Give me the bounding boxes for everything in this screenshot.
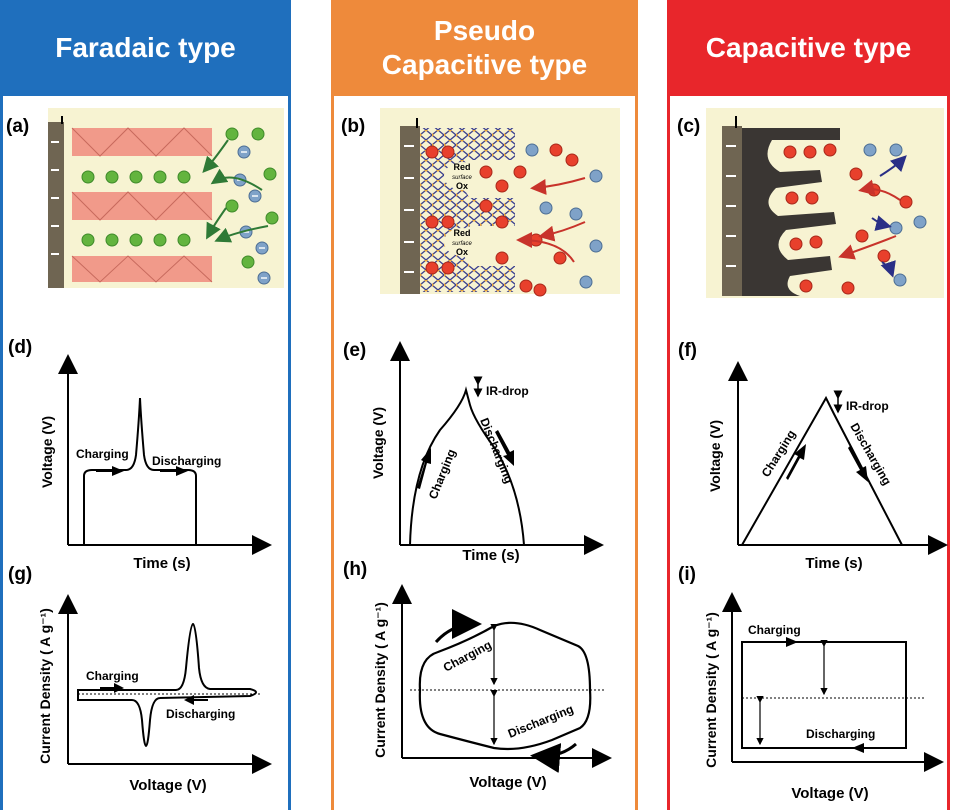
panel-label-i: (i): [678, 564, 696, 585]
h-bottom-arrow: [530, 742, 577, 773]
red-label-1: Red: [453, 162, 470, 172]
electrode-current-collector: [48, 122, 64, 288]
li-ions: [81, 127, 279, 269]
h-y-label: Current Density ( A g⁻¹): [372, 602, 388, 758]
i-discharging-label: Discharging: [806, 727, 875, 741]
f-y-label: Voltage (V): [707, 420, 723, 492]
anions-c: [863, 143, 927, 287]
d-discharging-arrow: [160, 466, 188, 476]
panel-a-schematic: (a): [6, 108, 284, 288]
ox-label-1: Ox: [456, 181, 468, 191]
h-top-arrow: [434, 609, 482, 644]
panel-label-c: (c): [677, 116, 700, 137]
panel-label-a: (a): [6, 116, 29, 137]
g-cv-curve: [77, 622, 257, 748]
cations-c: [783, 143, 913, 295]
panel-e-chart: (e) Voltage (V) Time (s) Charging Discha…: [343, 340, 604, 564]
panel-b-schematic: (b) Red surface Ox Red surface Ox: [341, 108, 620, 297]
i-discharging-arrow: [852, 743, 880, 753]
g-charging-label: Charging: [86, 669, 139, 683]
e-y-label: Voltage (V): [370, 407, 386, 479]
g-discharging-arrow: [184, 695, 208, 705]
pseudocapacitive-header: Pseudo Capacitive type: [334, 0, 635, 96]
e-discharging-label: Discharging: [477, 416, 516, 486]
e-discharging-arrow: [495, 430, 514, 466]
e-x-label: Time (s): [462, 547, 519, 564]
f-gcd-curve: [741, 395, 903, 546]
i-x-label: Voltage (V): [791, 785, 868, 802]
g-y-label: Current Density ( A g⁻¹): [37, 608, 53, 764]
panel-label-e: (e): [343, 340, 366, 361]
surface-label-2: surface: [452, 241, 472, 247]
panel-c-schematic: (c): [677, 108, 944, 298]
d-discharging-label: Discharging: [152, 454, 221, 468]
pseudocapacitive-column: Pseudo Capacitive type: [331, 0, 638, 810]
capacitive-column: Capacitive type: [667, 0, 950, 810]
panel-f-chart: (f) Voltage (V) Time (s) Charging Discha…: [678, 340, 948, 572]
pseudocapacitive-title: Pseudo Capacitive type: [381, 15, 588, 80]
ox-label-2: Ox: [456, 247, 468, 257]
panel-label-d: (d): [8, 337, 32, 358]
panel-label-g: (g): [8, 564, 32, 585]
electrode-c: [722, 126, 742, 296]
d-charging-arrow: [96, 466, 124, 476]
h-charging-label: Charging: [441, 638, 494, 675]
d-gcd-curve: [83, 397, 197, 545]
e-charging-arrow: [417, 448, 431, 489]
g-x-label: Voltage (V): [129, 777, 206, 794]
e-gcd-curve: [409, 386, 525, 546]
g-charging-arrow: [100, 683, 124, 693]
f-charging-label: Charging: [759, 428, 799, 480]
g-discharging-label: Discharging: [166, 707, 235, 721]
panel-g-chart: (g) Current Density ( A g⁻¹) Voltage (V)…: [8, 564, 272, 794]
h-cv-curve: [418, 621, 592, 751]
panel-label-b: (b): [341, 116, 365, 137]
i-charging-arrow: [770, 637, 798, 647]
panel-label-h: (h): [343, 559, 367, 580]
d-x-label: Time (s): [133, 555, 190, 572]
capacitive-header: Capacitive type: [670, 0, 947, 96]
panel-label-f: (f): [678, 340, 697, 361]
e-ir-drop-label: IR-drop: [486, 384, 529, 398]
red-label-2: Red: [453, 228, 470, 238]
d-y-label: Voltage (V): [39, 416, 55, 488]
f-x-label: Time (s): [805, 555, 862, 572]
h-x-label: Voltage (V): [469, 774, 546, 791]
f-discharging-arrow: [848, 446, 868, 482]
d-charging-label: Charging: [76, 447, 129, 461]
pseudocap-mesh: [420, 128, 515, 292]
i-y-label: Current Density ( A g⁻¹): [703, 612, 719, 768]
surface-label-1: surface: [452, 175, 472, 181]
faradaic-header: Faradaic type: [3, 0, 288, 96]
panel-d-chart: (d) Voltage (V) Time (s) Charging Discha…: [8, 337, 272, 572]
f-ir-drop-label: IR-drop: [846, 399, 889, 413]
faradaic-column: Faradaic type: [0, 0, 291, 810]
porous-carbon-electrode: [722, 128, 840, 296]
cations-b: [425, 143, 579, 297]
panel-h-chart: (h) Current Density ( A g⁻¹) Voltage (V)…: [343, 559, 612, 791]
anions-b: [525, 143, 603, 289]
f-charging-arrow: [786, 444, 806, 480]
panel-i-chart: (i) Current Density ( A g⁻¹) Voltage (V)…: [678, 564, 944, 802]
i-charging-label: Charging: [748, 623, 801, 637]
